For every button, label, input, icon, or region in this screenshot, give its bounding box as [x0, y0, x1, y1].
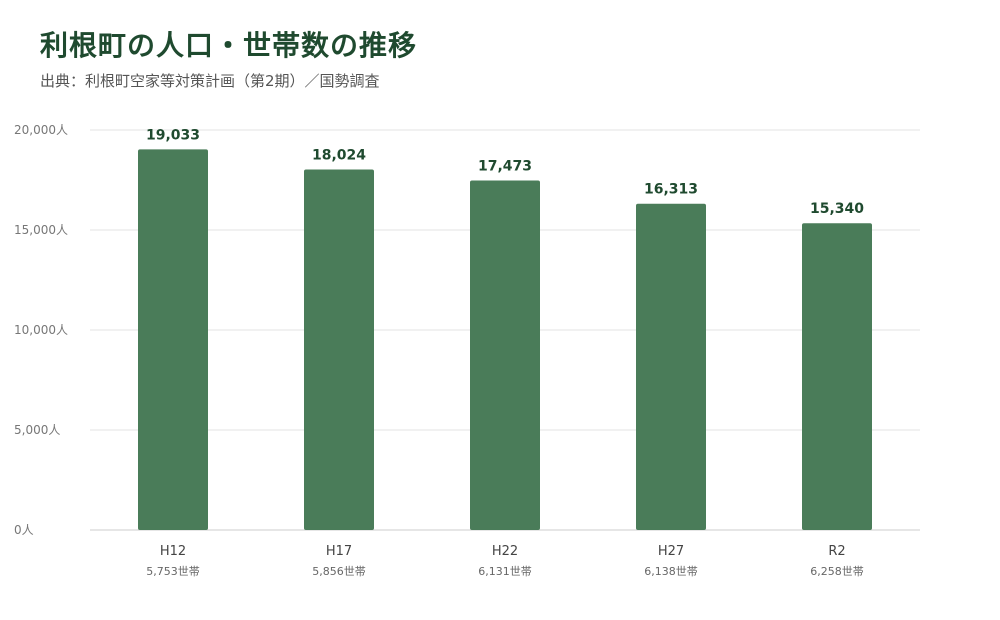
y-tick-label: 15,000人 [14, 223, 68, 237]
household-label: 6,131世帯 [478, 565, 532, 578]
data-label: 15,340 [810, 201, 864, 217]
chart-title: 利根町の人口・世帯数の推移 [40, 29, 418, 62]
x-tick-label: H17 [326, 544, 352, 559]
bar [138, 149, 208, 530]
chart-source: 出典：利根町空家等対策計画（第2期）／国勢調査 [40, 72, 380, 90]
bar [802, 223, 872, 530]
y-tick-label: 0人 [14, 523, 34, 537]
y-tick-label: 20,000人 [14, 123, 68, 137]
data-label: 16,313 [644, 182, 698, 198]
y-tick-label: 10,000人 [14, 323, 68, 337]
y-tick-label: 5,000人 [14, 423, 60, 437]
household-label: 6,138世帯 [644, 565, 698, 578]
bar [470, 180, 540, 531]
bar [304, 169, 374, 530]
x-tick-label: H27 [658, 544, 684, 559]
household-label: 5,856世帯 [312, 565, 366, 578]
data-label: 18,024 [312, 148, 366, 164]
household-label: 5,753世帯 [146, 565, 200, 578]
household-label: 6,258世帯 [810, 565, 864, 578]
x-tick-label: R2 [828, 544, 845, 559]
data-label: 19,033 [146, 127, 200, 143]
bar [636, 203, 706, 531]
data-label: 17,473 [478, 159, 532, 175]
x-tick-label: H12 [160, 544, 186, 559]
x-tick-label: H22 [492, 544, 518, 559]
